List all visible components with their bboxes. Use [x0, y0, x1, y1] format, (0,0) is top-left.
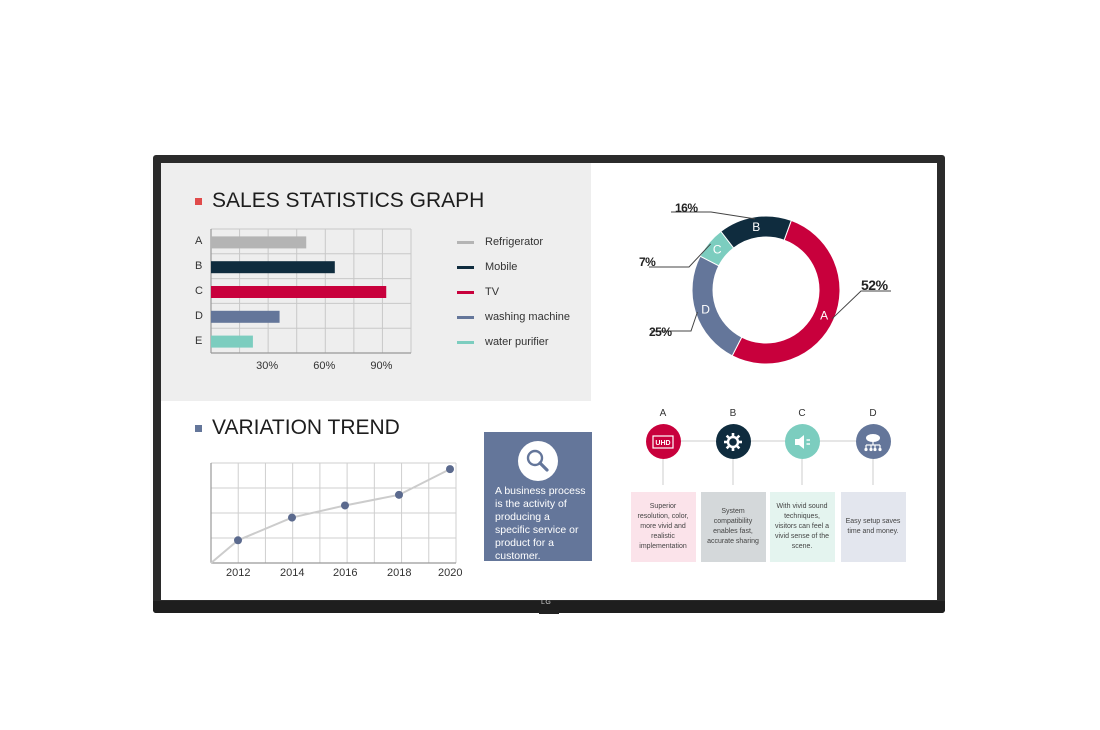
- cloud-network-icon: [855, 424, 891, 459]
- percent-label: 16%: [675, 201, 698, 215]
- slice-letter: A: [820, 308, 828, 322]
- feature-letter: D: [869, 408, 877, 419]
- bar-d: [211, 310, 280, 323]
- legend-swatch: [457, 240, 474, 244]
- trend-point: [395, 490, 403, 499]
- title-marker-icon: [195, 197, 202, 205]
- donut-slice-b: [720, 215, 792, 249]
- slice-letter: C: [713, 242, 722, 256]
- info-text: A business process is the activity of pr…: [495, 485, 586, 562]
- feature-letter: A: [659, 408, 667, 419]
- x-tick-label: 60%: [313, 360, 336, 372]
- trend-point: [446, 465, 454, 474]
- uhd-icon: UHD: [645, 424, 681, 459]
- trend-point: [234, 536, 242, 545]
- percent-label: 52%: [861, 277, 888, 293]
- category-label: A: [195, 235, 203, 248]
- legend-label: washing machine: [485, 311, 570, 323]
- x-tick-label: 30%: [256, 360, 279, 372]
- feature-card: System compatibility enables fast, accur…: [700, 492, 766, 562]
- brand-logo: LG: [541, 599, 552, 606]
- x-tick-label: 2018: [387, 567, 412, 579]
- category-label: B: [195, 260, 203, 273]
- title-marker-icon: [195, 424, 202, 432]
- x-tick-label: 2012: [226, 567, 251, 579]
- legend-item: water purifier: [457, 336, 549, 348]
- screen: SALES STATISTICS GRAPH VARIATION TREND A…: [161, 163, 937, 600]
- feature-card: Easy setup saves time and money.: [840, 492, 906, 562]
- bar-c: [211, 286, 387, 298]
- legend-swatch: [457, 290, 474, 294]
- feature-card: With vivid sound techniques, visitors ca…: [769, 492, 835, 562]
- bar-b: [211, 261, 335, 274]
- stand-tab: [539, 610, 559, 614]
- slice-letter: D: [701, 302, 710, 316]
- donut-slice-a: [731, 219, 841, 365]
- leader-line: [831, 290, 891, 320]
- trend-title: VARIATION TREND: [195, 416, 400, 440]
- x-tick-label: 2020: [438, 567, 463, 579]
- info-box: A business process is the activity of pr…: [484, 432, 592, 562]
- percent-label: 7%: [639, 255, 656, 269]
- display-monitor: LG SALES STATISTICS GRAPH VARIATION TREN…: [153, 155, 945, 614]
- feature-letter: B: [729, 408, 737, 419]
- trend-point: [341, 501, 349, 510]
- legend-label: Refrigerator: [485, 236, 544, 248]
- bar-e: [211, 335, 253, 348]
- charts-layer: A D C B: [210, 211, 891, 564]
- magnifier-icon: [518, 441, 558, 481]
- legend-label: water purifier: [485, 336, 549, 348]
- leader-line: [651, 311, 698, 332]
- feature-card: Superior resolution, color, more vivid a…: [630, 492, 696, 562]
- bottom-bezel: [153, 601, 945, 613]
- bar-a: [211, 236, 307, 249]
- trend-line: [210, 468, 451, 564]
- legend-item: Mobile: [457, 261, 517, 273]
- slice-letter: B: [752, 220, 760, 234]
- legend-swatch: [457, 315, 474, 319]
- svg-text:UHD: UHD: [655, 440, 670, 447]
- sales-panel: [161, 163, 591, 401]
- legend-label: Mobile: [485, 261, 518, 273]
- leader-line: [649, 243, 712, 268]
- percent-label: 25%: [649, 325, 672, 339]
- speaker-icon: [784, 424, 820, 459]
- donut-slice-d: [691, 255, 743, 357]
- category-label: C: [195, 285, 203, 297]
- sales-title-text: SALES STATISTICS GRAPH: [212, 189, 485, 212]
- x-tick-label: 2014: [280, 567, 305, 579]
- sales-title: SALES STATISTICS GRAPH: [195, 189, 484, 213]
- legend-label: TV: [485, 286, 500, 298]
- trend-point: [288, 513, 296, 522]
- x-tick-label: 2016: [333, 567, 358, 579]
- category-label: D: [195, 309, 203, 322]
- trend-title-text: VARIATION TREND: [212, 416, 400, 439]
- gear-icon: [715, 424, 751, 459]
- leader-line: [671, 211, 756, 220]
- legend-item: TV: [457, 286, 499, 298]
- legend-swatch: [457, 265, 474, 269]
- feature-letter: C: [798, 408, 806, 419]
- legend-swatch: [457, 340, 474, 344]
- category-label: E: [195, 334, 203, 347]
- legend-item: Refrigerator: [457, 236, 543, 248]
- x-tick-label: 90%: [370, 360, 393, 372]
- legend-item: washing machine: [457, 311, 570, 323]
